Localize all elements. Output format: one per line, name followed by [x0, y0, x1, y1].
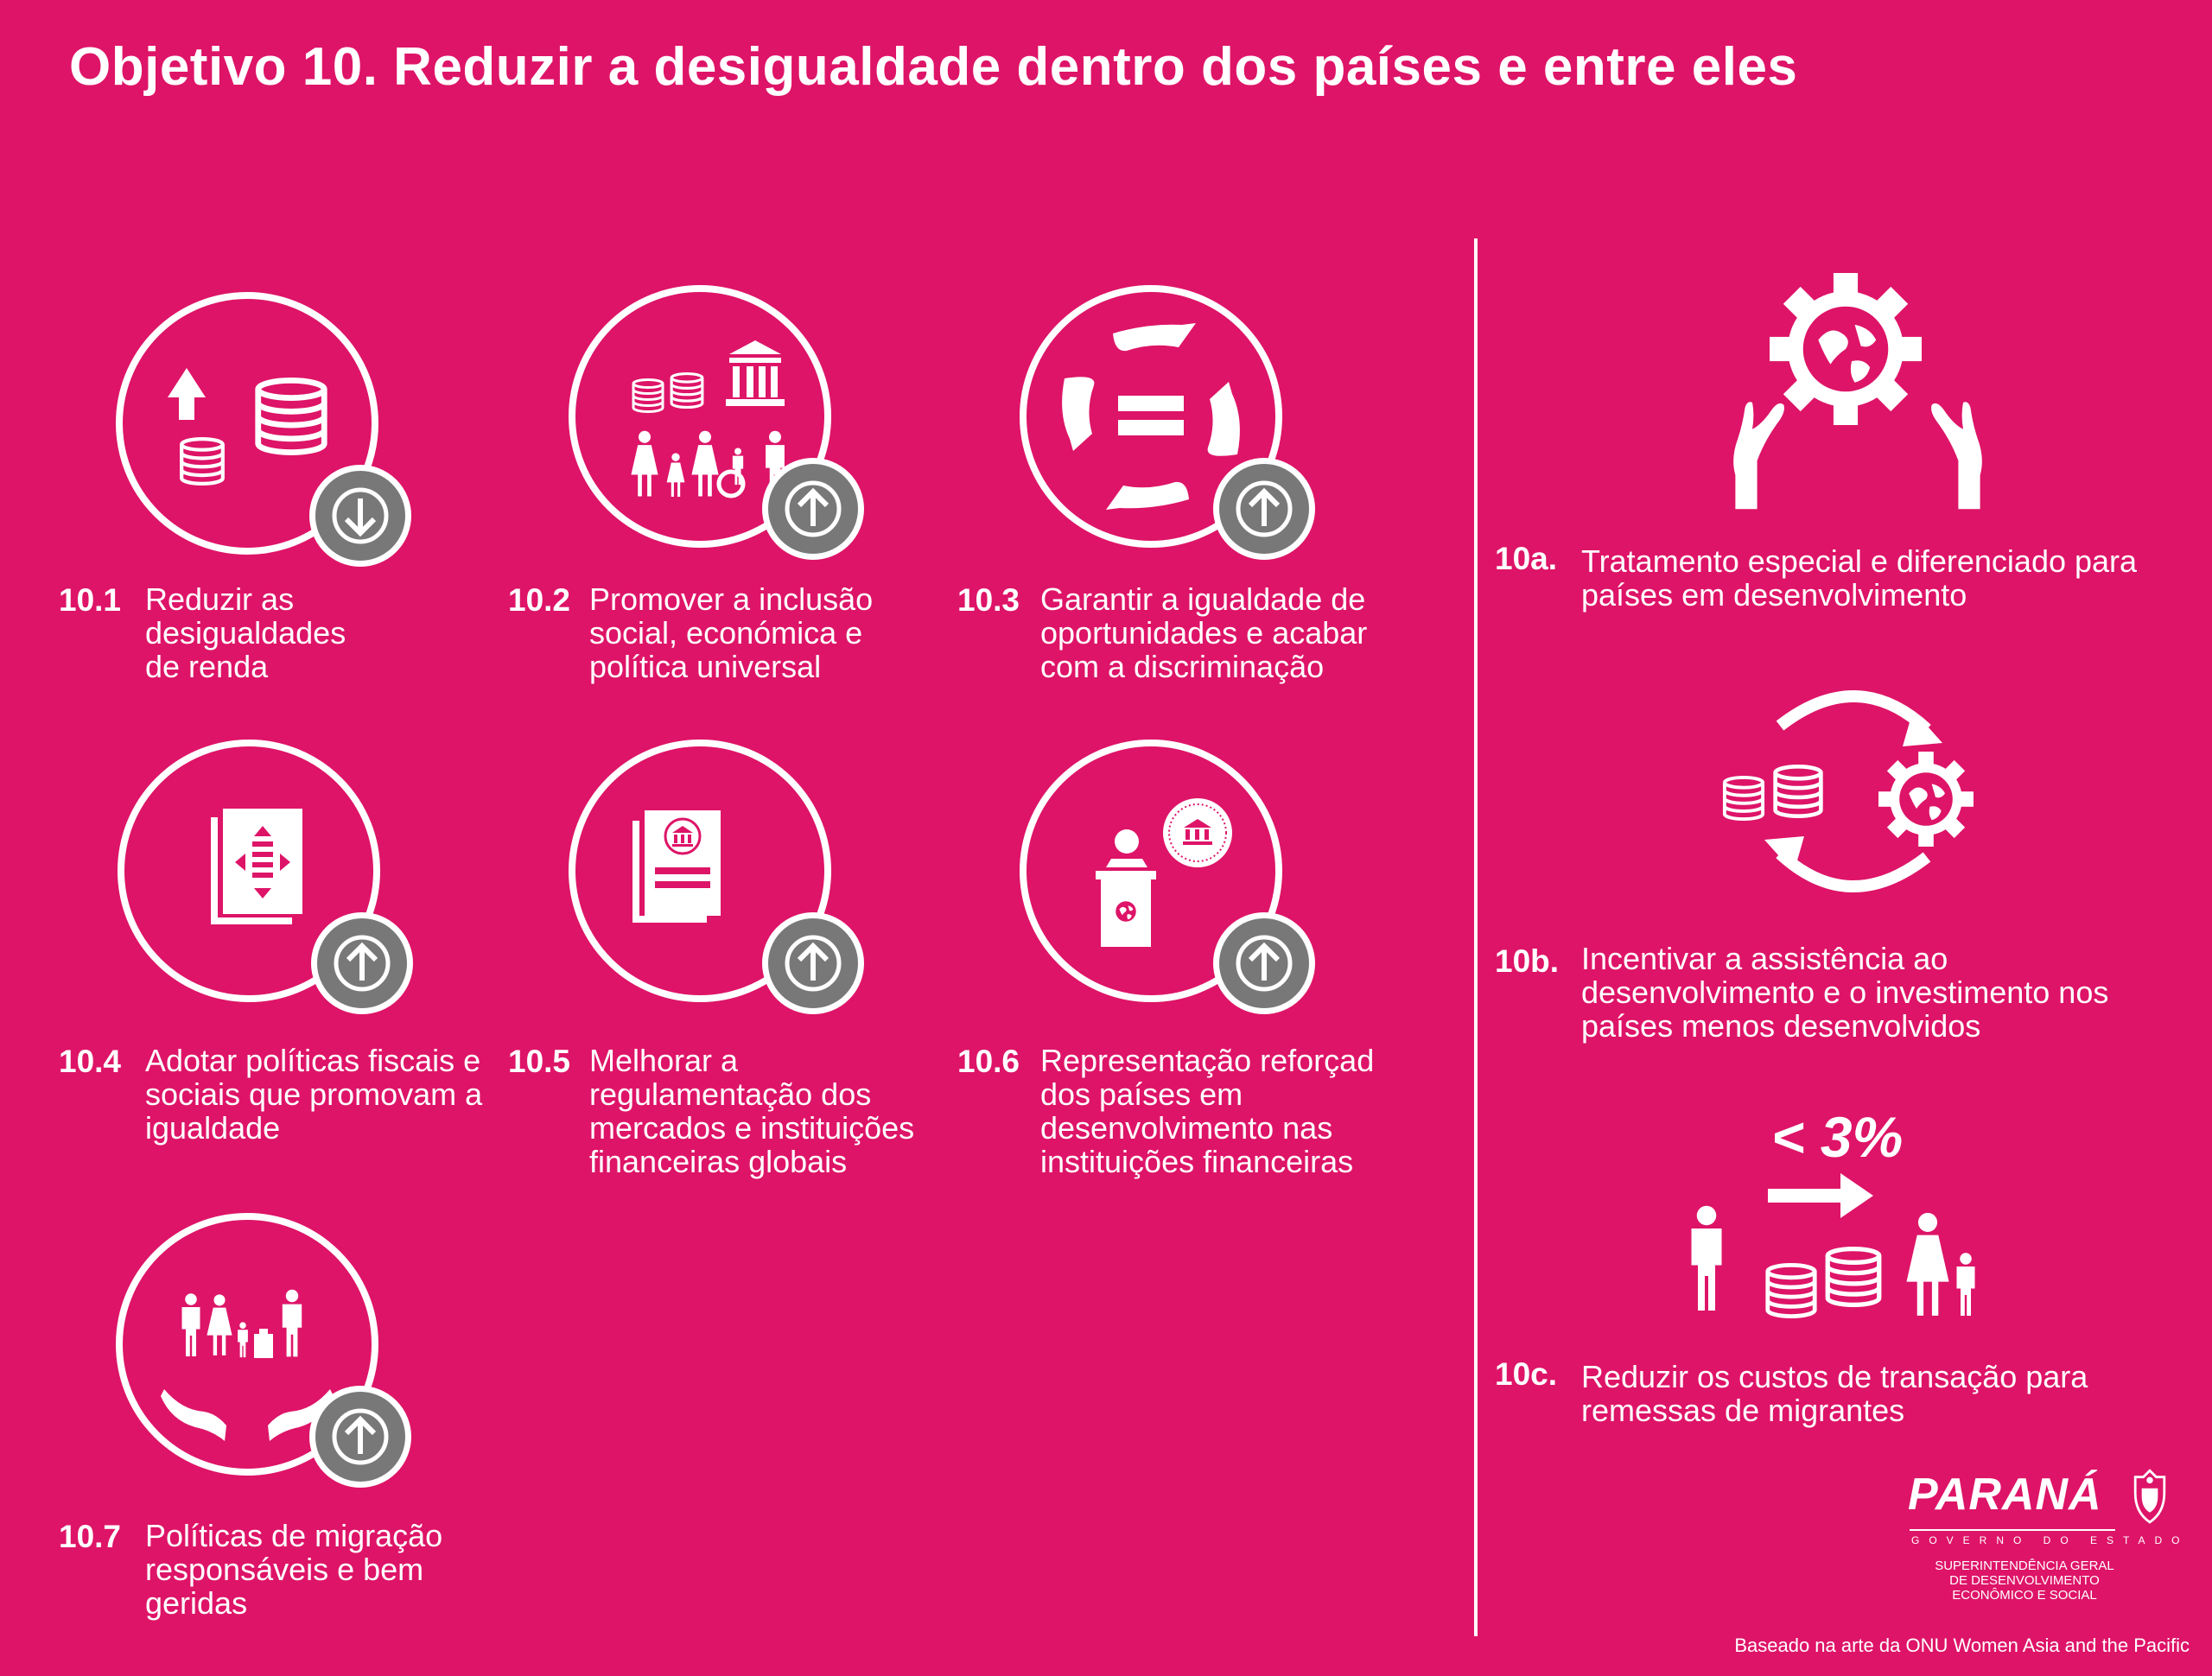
target-text: Adotar políticas fiscais e sociais que p… — [145, 1043, 483, 1146]
target-text: Promover a inclusão social, económica e … — [589, 581, 874, 684]
credit-text: Baseado na arte da ONU Women Asia and th… — [1734, 1635, 2190, 1656]
remittance-icon — [1691, 1173, 1975, 1324]
coins-building-people-icon — [631, 340, 785, 498]
target-number: 10.5 — [508, 1044, 571, 1079]
arrow-up-icon — [1213, 912, 1315, 1014]
parana-logo: PARANÁ GOVERNO DO ESTADO SUPERINTENDÊNCI… — [1908, 1469, 2179, 1607]
logo-department: SUPERINTENDÊNCIA GERAL DE DESENVOLVIMENT… — [1935, 1559, 2114, 1603]
target-10-5-circle — [569, 740, 864, 1014]
regulation-document-icon — [632, 810, 721, 923]
means-text: Tratamento especial e diferenciado para … — [1581, 543, 2138, 613]
target-text: Reduzir as desigualdades de renda — [145, 581, 346, 684]
target-number: 10.2 — [508, 582, 571, 618]
target-10-7-circle — [116, 1213, 411, 1488]
target-text: Representação reforçad dos países em des… — [1040, 1043, 1375, 1179]
means-text: Incentivar a assistência ao desenvolvime… — [1581, 941, 2109, 1044]
target-text: Garantir a igualdade de oportunidades e … — [1040, 581, 1368, 684]
column-divider — [1474, 238, 1478, 1636]
coins-cycle-globe-icon — [1719, 690, 1974, 892]
page-title: Objetivo 10. Reduzir a desigualdade dent… — [69, 37, 1798, 97]
target-number: 10.4 — [59, 1044, 122, 1079]
target-10-6-circle — [1020, 740, 1315, 1014]
target-text: Políticas de migração responsáveis e bem… — [145, 1518, 443, 1621]
arrow-down-icon — [309, 465, 411, 567]
arrow-up-icon — [309, 1386, 411, 1488]
target-10-2-circle — [569, 285, 864, 560]
logo-divider — [1910, 1529, 2115, 1531]
arrow-up-icon — [762, 912, 864, 1014]
policy-document-icon — [211, 809, 302, 924]
target-number: 10.6 — [957, 1044, 1020, 1079]
target-text: Melhorar a regulamentação dos mercados e… — [589, 1043, 915, 1179]
arrow-up-icon — [762, 458, 864, 560]
percent-label: < 3% — [1771, 1105, 1904, 1169]
arrow-up-icon — [311, 912, 413, 1014]
means-number: 10a. — [1495, 541, 1558, 576]
logo-subtitle: GOVERNO DO ESTADO — [1911, 1534, 2190, 1546]
target-number: 10.3 — [957, 582, 1020, 618]
target-number: 10.1 — [59, 582, 122, 618]
target-10-3-circle — [1020, 285, 1315, 560]
means-number: 10b. — [1495, 943, 1560, 979]
hands-equal-sign-icon — [1062, 323, 1240, 510]
hands-globe-gear-icon — [1733, 273, 1982, 510]
target-number: 10.7 — [59, 1519, 122, 1554]
means-number: 10c. — [1495, 1356, 1558, 1392]
coat-of-arms-icon — [2133, 1469, 2166, 1524]
target-10-1-circle — [116, 292, 411, 567]
target-10-4-circle — [118, 740, 413, 1014]
means-text: Reduzir os custos de transação para reme… — [1581, 1359, 2088, 1428]
migrants-hands-icon — [161, 1289, 334, 1441]
speaker-podium-icon — [1096, 798, 1232, 947]
coins-up-arrow-icon — [168, 368, 372, 548]
arrow-up-icon — [1213, 458, 1315, 560]
logo-name: PARANÁ — [1908, 1470, 2102, 1520]
